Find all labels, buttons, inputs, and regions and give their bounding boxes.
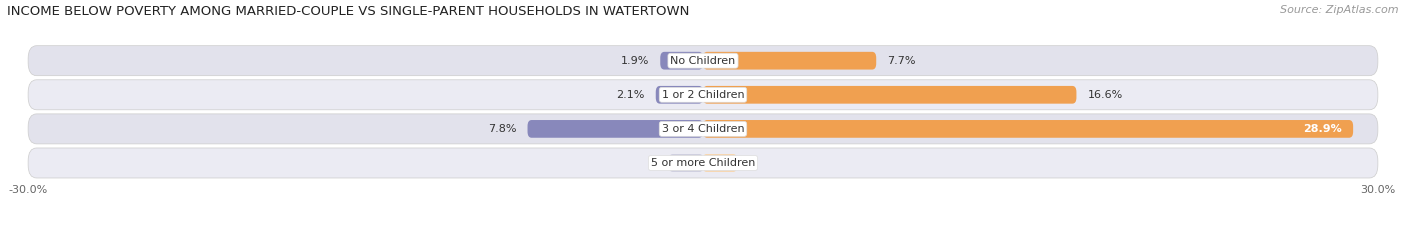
FancyBboxPatch shape <box>703 154 737 172</box>
FancyBboxPatch shape <box>703 52 876 70</box>
Text: 0.0%: 0.0% <box>714 158 742 168</box>
FancyBboxPatch shape <box>28 46 1378 76</box>
Text: 7.8%: 7.8% <box>488 124 516 134</box>
Text: 16.6%: 16.6% <box>1088 90 1123 100</box>
Text: Source: ZipAtlas.com: Source: ZipAtlas.com <box>1281 5 1399 15</box>
Text: 1.9%: 1.9% <box>620 56 650 66</box>
FancyBboxPatch shape <box>703 120 1353 138</box>
FancyBboxPatch shape <box>655 86 703 104</box>
FancyBboxPatch shape <box>527 120 703 138</box>
FancyBboxPatch shape <box>28 148 1378 178</box>
Text: 5 or more Children: 5 or more Children <box>651 158 755 168</box>
Text: INCOME BELOW POVERTY AMONG MARRIED-COUPLE VS SINGLE-PARENT HOUSEHOLDS IN WATERTO: INCOME BELOW POVERTY AMONG MARRIED-COUPL… <box>7 5 689 18</box>
Text: No Children: No Children <box>671 56 735 66</box>
Text: 1 or 2 Children: 1 or 2 Children <box>662 90 744 100</box>
FancyBboxPatch shape <box>703 86 1077 104</box>
FancyBboxPatch shape <box>669 154 703 172</box>
Text: 2.1%: 2.1% <box>616 90 644 100</box>
Text: 0.0%: 0.0% <box>664 158 692 168</box>
Text: 7.7%: 7.7% <box>887 56 915 66</box>
Text: 3 or 4 Children: 3 or 4 Children <box>662 124 744 134</box>
Legend: Married Couples, Single Parents: Married Couples, Single Parents <box>582 230 824 233</box>
Text: 28.9%: 28.9% <box>1303 124 1341 134</box>
FancyBboxPatch shape <box>28 114 1378 144</box>
FancyBboxPatch shape <box>28 80 1378 110</box>
FancyBboxPatch shape <box>661 52 703 70</box>
